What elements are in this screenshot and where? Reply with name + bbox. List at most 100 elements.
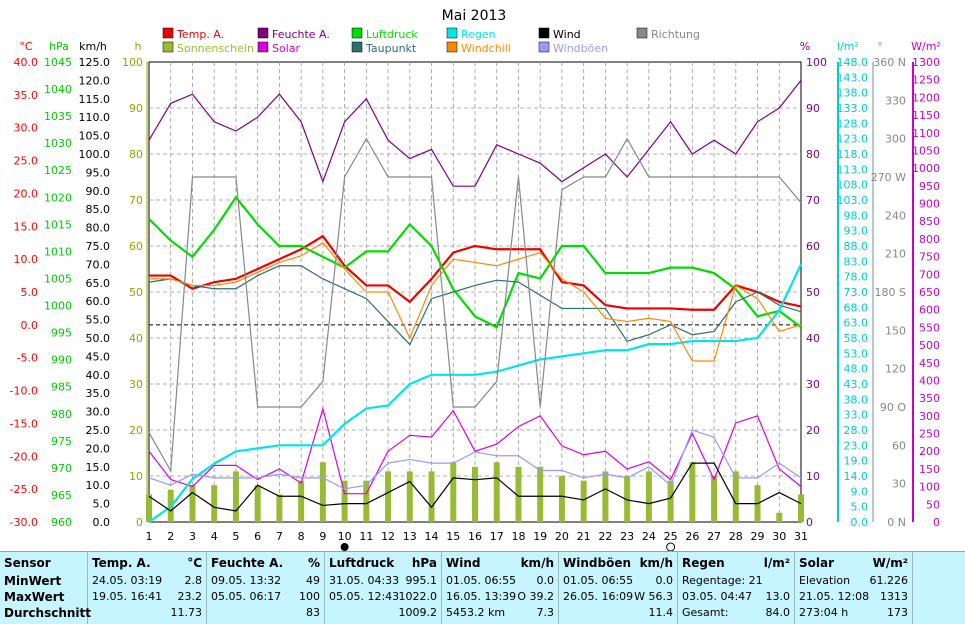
legend-swatch — [351, 41, 363, 53]
axis-tick-label: 70 — [806, 194, 820, 207]
axis-unit-label: h — [135, 40, 142, 53]
sunshine-bar — [298, 480, 305, 522]
axis-tick-label: 53.0 — [844, 347, 869, 360]
axis-tick-label: 30 — [806, 378, 820, 391]
sunshine-bar — [146, 494, 152, 522]
x-tick-label: 22 — [598, 530, 612, 543]
x-tick-label: 7 — [276, 530, 283, 543]
legend-swatch — [538, 41, 550, 53]
axis-tick-label: 120 — [885, 363, 906, 376]
axis-tick-label: 40 — [806, 332, 820, 345]
regen-total-label: Gesamt: — [682, 606, 729, 619]
sunshine-bar — [450, 462, 457, 522]
stats-header-luftdruck: Luftdruck — [329, 556, 395, 570]
sunshine-bar — [798, 494, 804, 522]
sunshine-bar — [472, 466, 478, 522]
axis-tick-label: 50 — [926, 498, 940, 511]
sunshine-bar — [558, 476, 565, 522]
axis-tick-label: 1100 — [912, 127, 940, 140]
legend-swatch — [162, 27, 174, 39]
series-line-temp-a- — [149, 234, 802, 311]
chart-title: Mai 2013 — [442, 8, 507, 24]
series-line-wind — [148, 462, 802, 512]
axis-tick-label: 500 — [919, 339, 940, 352]
stats-header-temp: Temp. A. — [92, 556, 151, 570]
feuchte-max-val: 100 — [299, 590, 320, 603]
axis-tick-label: 38.0 — [844, 393, 869, 406]
sunshine-bar — [189, 485, 196, 522]
stats-col-feuchte: Feuchte A.% 09.05. 13:32 49 05.05. 06:17 1… — [207, 552, 325, 624]
series-line-windchill — [149, 241, 802, 362]
axis-tick-label: 125.0 — [79, 56, 111, 69]
luftdruck-max-date: 05.05. 12:43 — [329, 590, 400, 603]
solar-avg: 173 — [887, 606, 908, 619]
axis-tick-label: 19.0 — [844, 455, 869, 468]
luftdruck-max-val: 1022.0 — [398, 590, 438, 603]
x-tick-label: 23 — [620, 530, 634, 543]
series-line-taupunkt — [148, 265, 802, 346]
sunshine-bar — [624, 476, 631, 522]
sunshine-bar — [493, 462, 500, 522]
sunshine-bar — [254, 485, 261, 522]
axis-tick-label: 100 — [806, 56, 827, 69]
axis-tick-label: 35.0 — [86, 387, 111, 400]
sunshine-bar — [515, 466, 522, 522]
luftdruck-min-date: 31.05. 04:33 — [329, 574, 400, 587]
axis-tick-label: 5.0 — [21, 286, 39, 299]
axes: °C 40.0 35.0 30.0 25.0 20.0 15.0 10.0 5.0 0.0 -5.0… — [10, 40, 941, 529]
boeen-max-val: W 56.3 — [634, 590, 673, 603]
axis-unit-label: l/m² — [837, 40, 859, 53]
series-line-luftdruck — [148, 195, 802, 329]
temp-min-val: 2.8 — [184, 574, 203, 587]
axis-tick-label: 900 — [919, 198, 940, 211]
x-tick-label: 20 — [555, 530, 569, 543]
axis-tick-label: 1005 — [44, 272, 72, 285]
legend-swatch — [162, 41, 174, 53]
axis-tick-label: -20.0 — [10, 450, 38, 463]
x-tick-label: 5 — [232, 530, 239, 543]
sunshine-bar — [732, 471, 739, 522]
axis-tick-label: -25.0 — [10, 483, 38, 496]
sunshine-bar — [363, 480, 370, 522]
series-line-richtung — [148, 137, 802, 473]
boeen-max-date: 26.05. 16:09 — [563, 590, 634, 603]
stats-header-regen: Regen — [682, 556, 725, 570]
axis-tick-label: 30 — [892, 478, 906, 491]
luftdruck-min-val: 995.1 — [405, 574, 438, 587]
axis-tick-label: 0.0 — [21, 319, 39, 332]
full-moon-icon — [340, 543, 349, 551]
x-tick-label: 31 — [794, 530, 808, 543]
axis-tick-label: 10 — [129, 470, 143, 483]
legend-label: Richtung — [651, 28, 700, 41]
axis-tick-label: 80 — [129, 148, 143, 161]
axis-tick-label: -10.0 — [10, 385, 38, 398]
axis-tick-label: 240 — [885, 209, 906, 222]
stats-col-sensor: Sensor MinWert MaxWert Durchschnitt — [0, 552, 91, 624]
x-tick-label: 30 — [772, 530, 786, 543]
solar-max-val: 1313 — [880, 590, 908, 603]
sunshine-bar — [276, 494, 283, 522]
temp-avg: 11.73 — [170, 606, 203, 619]
axis-tick-label: 65.0 — [86, 277, 111, 290]
axis-tick-label: 60 — [129, 240, 143, 253]
sunshine-bar — [537, 466, 544, 522]
stats-unit-solar: W/m² — [872, 556, 908, 570]
feuchte-max-date: 05.05. 06:17 — [211, 590, 282, 603]
stats-col-boeen: Windböen km/h 01.05. 06:55 0.0 26.05. 16:0… — [559, 552, 678, 624]
axis-tick-label: 1010 — [44, 245, 72, 258]
axis-tick-label: 90 — [129, 102, 143, 115]
axis-tick-label: 1300 — [912, 56, 940, 69]
axis-tick-label: 250 — [919, 428, 940, 441]
wind-distance: 5453.2 km — [446, 606, 506, 619]
axis-tick-label: 50 — [806, 286, 820, 299]
axis-tick-label: 133.0 — [837, 102, 869, 115]
x-tick-label: 28 — [729, 530, 743, 543]
sunshine-bars — [146, 462, 804, 522]
axis-tick-label: 40.0 — [86, 369, 111, 382]
axis-tick-label: 20.0 — [14, 187, 39, 200]
axis-tick-label: 73.0 — [844, 286, 869, 299]
axis-tick-label: 90.0 — [86, 185, 111, 198]
axis-tick-label: 113.0 — [837, 163, 869, 176]
axis-tick-label: -15.0 — [10, 417, 38, 430]
axis-tick-label: 650 — [919, 286, 940, 299]
